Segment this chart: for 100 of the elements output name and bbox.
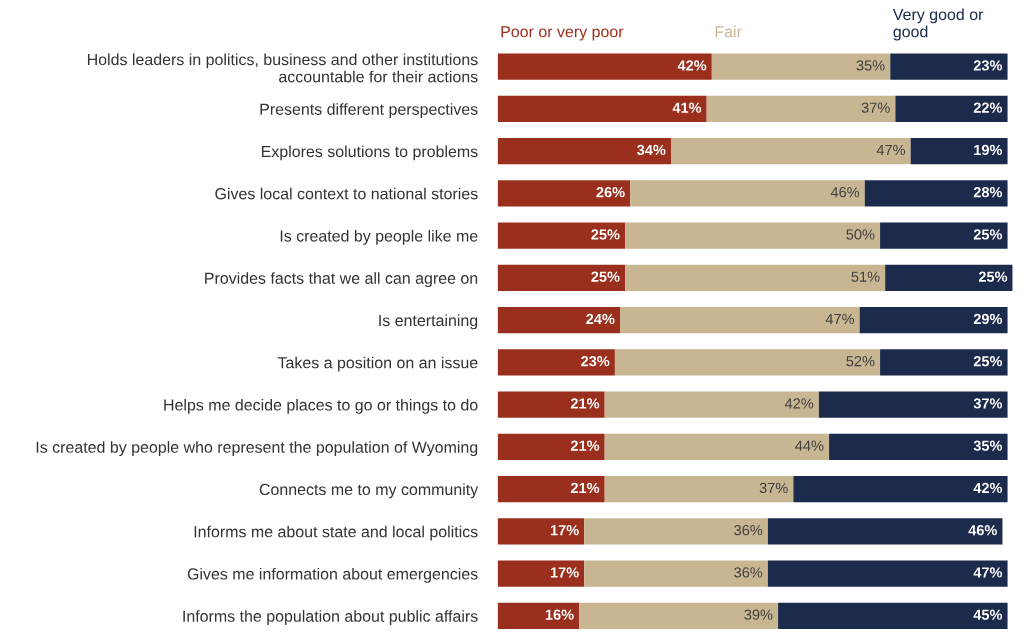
y-tick-label: Presents different perspectives (260, 103, 478, 119)
data-label: 26% (596, 187, 625, 198)
bar (497, 180, 631, 207)
bar (604, 391, 819, 418)
data-label: 44% (795, 440, 824, 451)
bar (706, 95, 896, 123)
bar (910, 138, 1008, 165)
bar (767, 518, 1003, 545)
bar (620, 307, 860, 334)
data-label: 22% (973, 102, 1003, 113)
bar (497, 349, 615, 376)
data-label: 29% (973, 313, 1003, 325)
data-label: 47% (876, 144, 906, 156)
bar (880, 349, 1008, 376)
series-label: Poor or very poor (501, 26, 624, 41)
y-tick-label: Is entertaining (379, 314, 478, 330)
bar (579, 602, 779, 630)
data-label: 42% (677, 60, 707, 71)
data-label: 50% (846, 229, 875, 240)
bar (497, 95, 707, 123)
bar (497, 307, 620, 334)
data-label: 23% (581, 356, 610, 367)
data-label: 24% (586, 313, 615, 325)
data-label: 35% (856, 60, 885, 71)
data-label: 37% (973, 398, 1003, 409)
y-tick-label: Helps me decide places to go or things to do (164, 398, 478, 414)
bar (711, 53, 891, 80)
data-label: 21% (570, 440, 600, 451)
bar (864, 180, 1008, 207)
bar (895, 95, 1008, 123)
data-label: 21% (570, 482, 600, 494)
bar (859, 307, 1008, 334)
y-tick-label: Informs the population about public affairs (183, 610, 478, 626)
y-tick-label: Gives local context to national stories (215, 187, 478, 200)
data-label: 17% (550, 567, 579, 578)
y-tick-label: Is created by people who represent the population of Wyoming (36, 441, 478, 457)
bar (497, 53, 712, 80)
y-tick-label: Gives me information about emergencies (187, 567, 478, 583)
data-label: 45% (973, 609, 1003, 620)
y-tick-label: Holds leaders in politics, business and other institutions accountable for their actions (87, 53, 478, 83)
bar (880, 222, 1008, 249)
series-label: Fair (715, 25, 742, 38)
data-label: 37% (861, 102, 890, 113)
data-label: 41% (672, 102, 702, 113)
data-label: 34% (637, 144, 666, 156)
bar (497, 222, 626, 249)
data-label: 46% (830, 187, 860, 198)
y-tick-label: Informs me about state and local politics (194, 525, 478, 541)
data-label: 36% (734, 567, 763, 578)
bar (604, 433, 830, 461)
data-label: 21% (570, 398, 600, 409)
data-label: 46% (968, 525, 997, 536)
bar (497, 138, 671, 165)
bar (885, 264, 1013, 292)
bar (604, 476, 794, 503)
bar (497, 560, 585, 587)
bar (497, 264, 626, 292)
bar (497, 602, 580, 630)
data-label: 51% (851, 271, 880, 282)
bar (778, 602, 1008, 630)
bar (497, 433, 605, 461)
bar (829, 433, 1008, 461)
data-label: 37% (759, 482, 788, 494)
data-label: 42% (973, 482, 1003, 494)
y-tick-label: Takes a position on an issue (277, 356, 478, 372)
data-label: 16% (545, 609, 574, 620)
bar (793, 476, 1008, 503)
data-label: 19% (974, 144, 1003, 156)
data-label: 25% (973, 229, 1003, 240)
y-tick-label: Provides facts that we all can agree on (205, 272, 478, 288)
bar (670, 138, 911, 165)
data-label: 25% (978, 271, 1008, 282)
data-label: 36% (734, 525, 763, 536)
bar (497, 518, 585, 545)
bar (497, 391, 605, 418)
data-label: 25% (973, 356, 1003, 367)
bar (630, 180, 865, 207)
data-label: 35% (973, 440, 1003, 451)
bar (818, 391, 1008, 418)
bar (890, 53, 1008, 80)
data-label: 39% (744, 609, 773, 620)
y-tick-label: Explores solutions to problems (261, 145, 478, 161)
bar (584, 560, 768, 587)
data-label: 47% (973, 567, 1003, 578)
bar (614, 349, 881, 376)
series-label: Very good or good (892, 8, 984, 41)
y-tick-label: Connects me to my community (259, 483, 479, 499)
data-label: 17% (550, 525, 579, 536)
data-label: 25% (591, 271, 620, 282)
bar (584, 518, 768, 545)
data-label: 28% (973, 187, 1003, 198)
data-label: 42% (784, 398, 814, 409)
bar (497, 476, 605, 503)
y-tick-label: Is created by people like me (280, 229, 478, 245)
data-label: 23% (973, 60, 1003, 71)
data-label: 25% (591, 229, 620, 240)
data-label: 47% (825, 313, 855, 325)
bar (767, 560, 1008, 587)
data-label: 52% (846, 356, 875, 367)
bar (625, 264, 886, 292)
